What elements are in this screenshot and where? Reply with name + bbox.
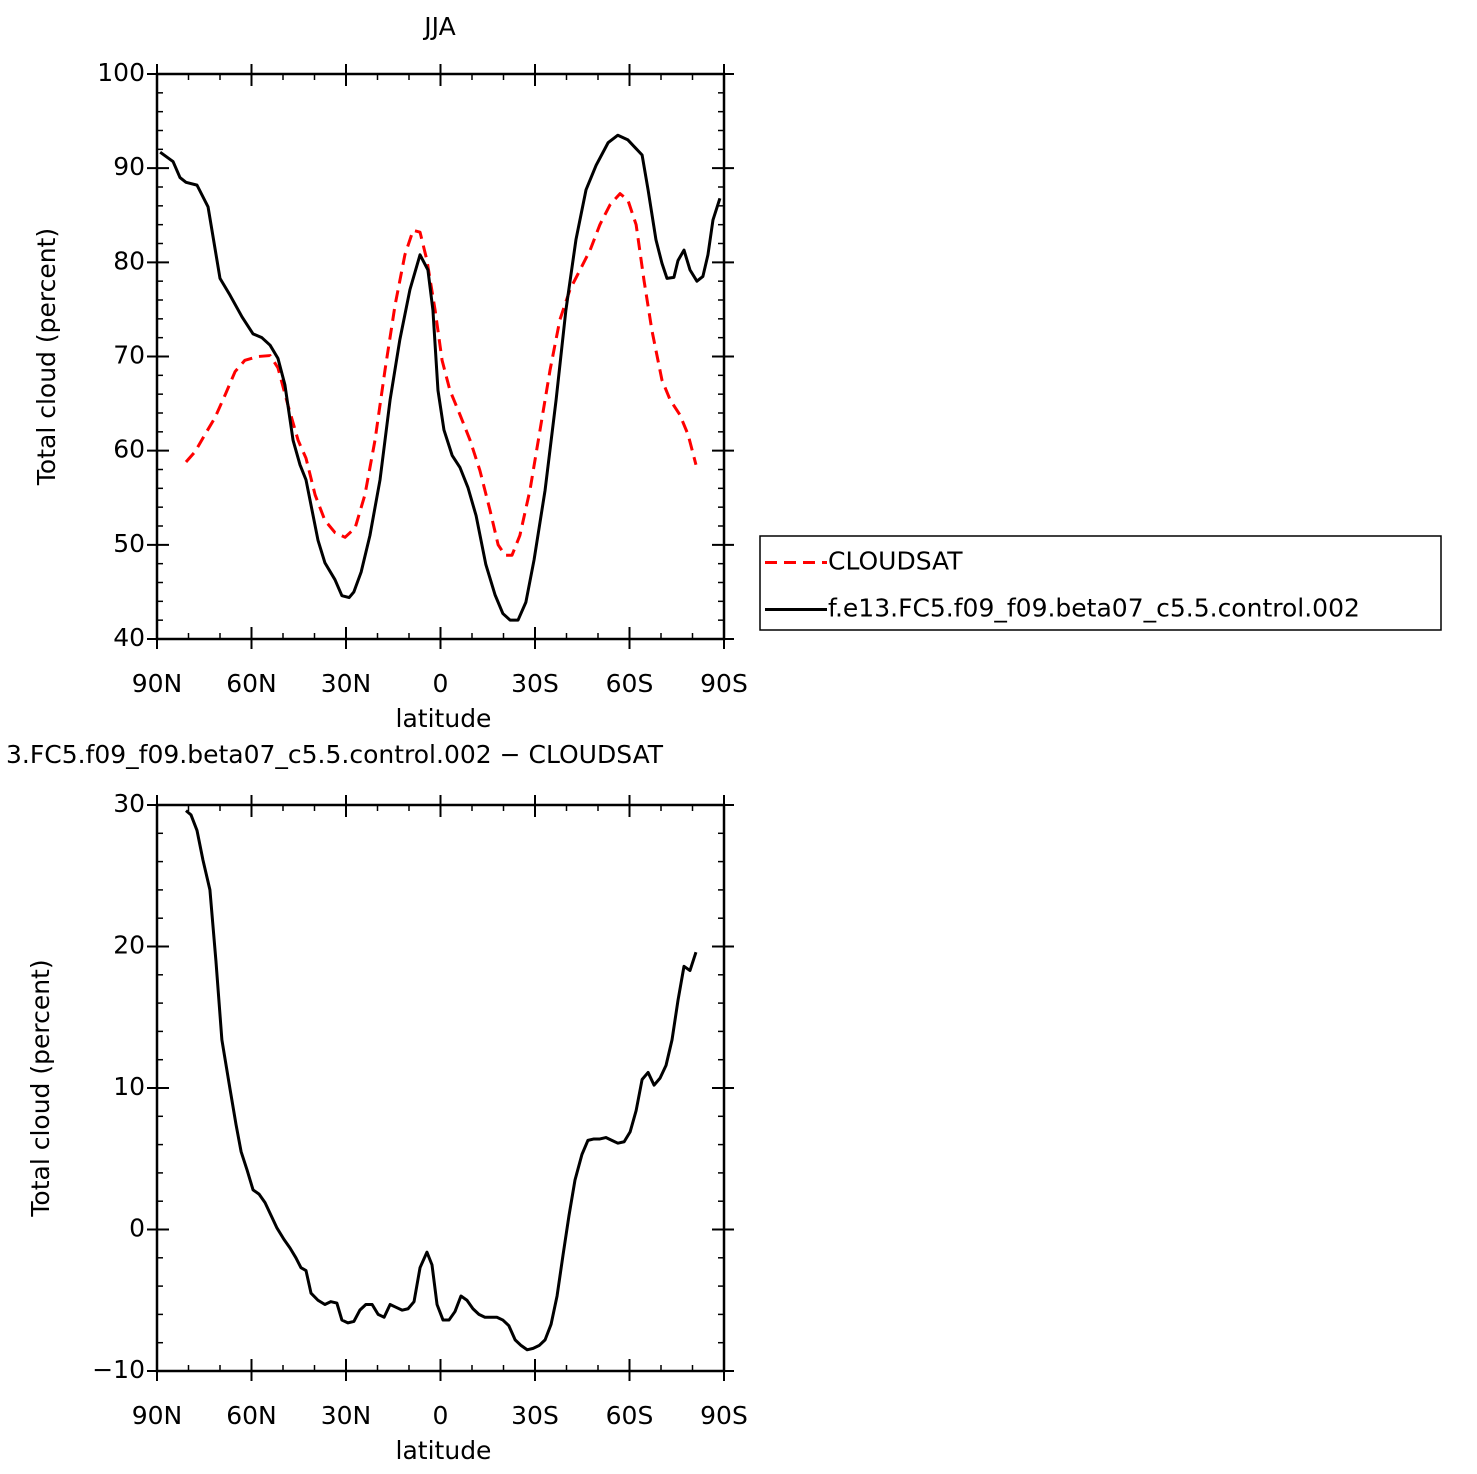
plot-frame [155, 72, 726, 641]
y-tick-label: 30 [113, 789, 145, 818]
x-tick-label: 30S [511, 1401, 559, 1430]
x-axis-label: latitude [396, 1436, 492, 1465]
x-tick-label: 60N [226, 1401, 277, 1430]
data-line [185, 809, 698, 1352]
y-tick-label: 50 [113, 529, 145, 558]
y-axis-label: Total cloud (percent) [26, 959, 55, 1217]
x-tick-label: 60N [226, 669, 277, 698]
x-axis-label: latitude [396, 704, 492, 733]
y-tick-label: −10 [92, 1355, 145, 1384]
y-tick-label: 100 [97, 58, 145, 87]
y-axis-label: Total cloud (percent) [32, 228, 61, 486]
y-tick-label: 70 [113, 341, 145, 370]
x-tick-label: 30S [511, 669, 559, 698]
x-tick-label: 60S [606, 1401, 654, 1430]
data-line [159, 133, 722, 622]
x-tick-label: 60S [606, 669, 654, 698]
y-tick-label: 10 [113, 1072, 145, 1101]
x-tick-label: 30N [321, 669, 372, 698]
x-tick-label: 90N [132, 669, 183, 698]
chart-title: 3.FC5.f09_f09.beta07_c5.5.control.002 − … [6, 740, 664, 769]
x-tick-label: 0 [433, 1401, 449, 1430]
y-tick-label: 80 [113, 246, 145, 275]
x-tick-label: 90S [700, 669, 748, 698]
plot-frame [155, 803, 726, 1373]
y-tick-label: 90 [113, 152, 145, 181]
y-tick-label: 40 [113, 623, 145, 652]
y-tick-label: 20 [113, 931, 145, 960]
x-tick-label: 0 [433, 669, 449, 698]
y-tick-label: 0 [129, 1214, 145, 1243]
x-tick-label: 90S [700, 1401, 748, 1430]
legend-label: CLOUDSAT [828, 547, 963, 576]
x-tick-label: 30N [321, 1401, 372, 1430]
x-tick-label: 90N [132, 1401, 183, 1430]
y-tick-label: 60 [113, 435, 145, 464]
chart-title: JJA [422, 12, 455, 41]
legend-box [759, 535, 1442, 631]
data-line [184, 192, 698, 557]
legend-label: f.e13.FC5.f09_f09.beta07_c5.5.control.00… [828, 594, 1360, 623]
